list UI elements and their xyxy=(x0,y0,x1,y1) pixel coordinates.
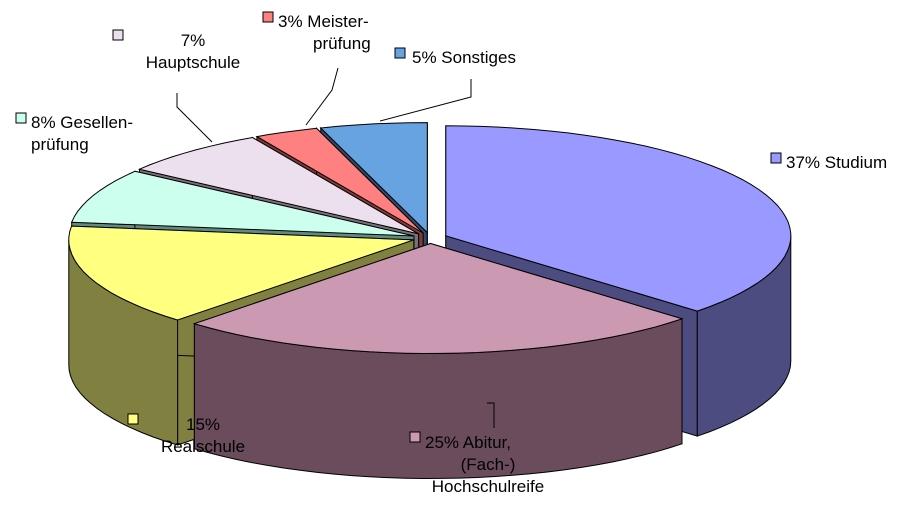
leader-line-1 xyxy=(487,402,495,428)
slice-label-text-3-1: prüfung xyxy=(31,135,89,154)
pie-slice-top-6 xyxy=(319,122,428,234)
slice-label-text-1-2: Hochschulreife xyxy=(432,477,544,496)
slice-label-text-6-0: 5% Sonstiges xyxy=(412,48,516,67)
slice-label-1: 25% Abitur, (Fach-) Hochschulreife xyxy=(409,402,544,496)
slice-label-2: 15% Realschule xyxy=(127,413,245,456)
pie-slice-top-0 xyxy=(445,125,792,312)
legend-swatch-4 xyxy=(112,29,124,41)
slice-label-6: 5% Sonstiges xyxy=(379,47,516,122)
pie-slice-top-4 xyxy=(137,136,419,235)
legend-swatch-3 xyxy=(15,112,27,124)
slice-label-text-2-1: Realschule xyxy=(161,437,245,456)
slice-label-4: 7% Hauptschule xyxy=(112,29,241,143)
slice-label-text-1-0: 25% Abitur, xyxy=(425,433,511,452)
slice-label-0: 37% Studium xyxy=(770,152,887,172)
slice-label-text-3-0: 8% Gesellen- xyxy=(31,113,133,132)
legend-swatch-5 xyxy=(262,11,274,23)
leader-line-5 xyxy=(305,67,339,126)
legend-swatch-2 xyxy=(127,413,139,425)
pie-slice-top-3 xyxy=(70,170,415,237)
slice-label-5: 3% Meister-prüfung xyxy=(262,11,371,126)
slice-label-3: 8% Gesellen-prüfung xyxy=(15,112,133,154)
pie-slice-top-2 xyxy=(68,225,414,321)
pie-slice-1 xyxy=(192,242,684,480)
slice-label-text-4-0: 7% xyxy=(181,31,206,50)
slice-label-text-0-0: 37% Studium xyxy=(786,153,887,172)
slice-label-text-5-0: 3% Meister- xyxy=(278,12,369,31)
slice-label-text-1-1: (Fach-) xyxy=(461,455,516,474)
slice-label-text-5-1: prüfung xyxy=(313,34,371,53)
leader-line-4 xyxy=(176,93,213,143)
pie-slice-top-1 xyxy=(192,242,684,355)
legend-swatch-6 xyxy=(394,47,406,59)
slice-label-text-2-0: 15% xyxy=(186,415,220,434)
leader-line-6 xyxy=(379,79,472,122)
pie-slice-top-5 xyxy=(255,127,424,234)
legend-swatch-0 xyxy=(770,152,782,164)
legend-swatch-1 xyxy=(409,431,421,443)
slice-label-text-4-1: Hauptschule xyxy=(146,53,241,72)
